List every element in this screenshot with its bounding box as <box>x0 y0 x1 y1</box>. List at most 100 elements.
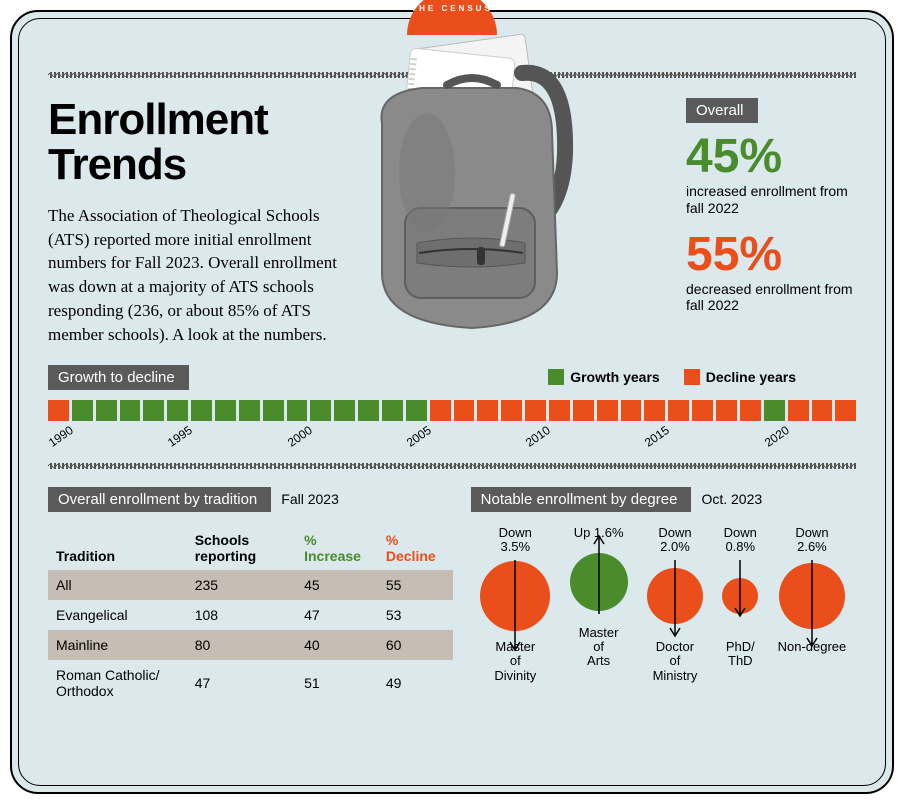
timeline-square <box>72 400 93 421</box>
bubble-item: Down0.8%PhD/ThD <box>722 526 758 669</box>
timeline-year-label: 2015 <box>642 426 667 450</box>
timeline-year-label: 2020 <box>761 426 786 450</box>
timeline-year-label <box>809 426 834 449</box>
table-column-header: Tradition <box>48 526 187 570</box>
divider-mid <box>48 463 856 469</box>
legend-growth: Growth years <box>548 369 659 385</box>
timeline-square <box>215 400 236 421</box>
table-column-header: Schools reporting <box>187 526 296 570</box>
timeline-square <box>287 400 308 421</box>
overall-increase-value: 45% <box>686 133 856 181</box>
bubble-wrap <box>480 558 550 634</box>
overall-decrease-value: 55% <box>686 231 856 279</box>
table-cell: 55 <box>378 570 453 600</box>
timeline-square <box>788 400 809 421</box>
bubble-wrap <box>722 558 758 634</box>
timeline-legend: Growth years Decline years <box>548 369 796 385</box>
timeline-square <box>549 400 570 421</box>
table-cell: 53 <box>378 600 453 630</box>
timeline-square <box>716 400 737 421</box>
timeline-header: Growth to decline <box>48 365 189 390</box>
tradition-table: TraditionSchools reporting% Increase% De… <box>48 526 453 706</box>
timeline-square <box>167 400 188 421</box>
timeline-square <box>668 400 689 421</box>
timeline-square <box>764 400 785 421</box>
table-cell: 49 <box>378 660 453 706</box>
timeline-square <box>430 400 451 421</box>
table-row: Mainline804060 <box>48 630 453 660</box>
timeline-square <box>48 400 69 421</box>
table-cell: Roman Catholic/ Orthodox <box>48 660 187 706</box>
timeline-year-label <box>356 426 381 449</box>
timeline-year-label <box>714 426 739 449</box>
timeline-year-label: 1990 <box>46 426 71 450</box>
timeline-year-label <box>475 426 500 449</box>
bubble-item: Down2.6%Non-degree <box>778 526 847 655</box>
bubble-value: Down3.5% <box>499 526 532 555</box>
timeline-square <box>382 400 403 421</box>
timeline-year-label <box>547 426 572 449</box>
timeline-squares <box>48 400 856 421</box>
timeline-square <box>621 400 642 421</box>
timeline-square <box>406 400 427 421</box>
timeline-square <box>644 400 665 421</box>
timeline-year-label <box>141 426 166 449</box>
timeline-square <box>740 400 761 421</box>
timeline-year-label: 2010 <box>523 426 548 450</box>
timeline-year-label <box>70 426 95 449</box>
timeline-year-label <box>666 426 691 449</box>
timeline-square <box>812 400 833 421</box>
census-badge-label: THE CENSUS <box>407 4 497 13</box>
overall-stats: Overall 45% increased enrollment from fa… <box>686 98 856 347</box>
timeline-square <box>239 400 260 421</box>
timeline-section: Growth to decline Growth years Decline y… <box>48 365 856 445</box>
timeline-square <box>597 400 618 421</box>
table-cell: 51 <box>296 660 378 706</box>
timeline-year-label <box>261 426 286 449</box>
timeline-year-label <box>237 426 262 449</box>
timeline-year-label: 1995 <box>165 426 190 450</box>
timeline-year-label <box>451 426 476 449</box>
timeline-square <box>835 400 856 421</box>
overall-decrease-caption: decreased enrollment from fall 2022 <box>686 281 856 315</box>
timeline-square <box>191 400 212 421</box>
table-cell: All <box>48 570 187 600</box>
timeline-square <box>334 400 355 421</box>
table-cell: 40 <box>296 630 378 660</box>
timeline-year-label <box>571 426 596 449</box>
table-column-header: % Decline <box>378 526 453 570</box>
timeline-square <box>525 400 546 421</box>
timeline-year-label <box>499 426 524 449</box>
bubble-value: Down2.6% <box>795 526 828 555</box>
table-cell: Evangelical <box>48 600 187 630</box>
backpack-image <box>367 98 666 347</box>
timeline-year-label: 2000 <box>284 426 309 450</box>
body-text: The Association of Theological Schools (… <box>48 204 347 347</box>
timeline-square <box>501 400 522 421</box>
table-cell: 47 <box>187 660 296 706</box>
bubble-wrap <box>570 544 628 620</box>
arrow-down-icon <box>509 558 521 656</box>
timeline-year-label <box>833 426 858 449</box>
bubble-label: DoctorofMinistry <box>653 640 698 683</box>
bubble-label: MasterofArts <box>579 626 619 669</box>
arrow-down-icon <box>669 558 681 642</box>
timeline-year-label <box>380 426 405 449</box>
table-date: Fall 2023 <box>281 491 339 507</box>
timeline-year-label <box>117 426 142 449</box>
tradition-table-panel: Overall enrollment by tradition Fall 202… <box>48 487 453 706</box>
table-cell: 80 <box>187 630 296 660</box>
arrow-down-icon <box>734 558 746 622</box>
timeline-square <box>573 400 594 421</box>
bubble-label: PhD/ThD <box>726 640 755 669</box>
table-column-header: % Increase <box>296 526 378 570</box>
table-cell: 47 <box>296 600 378 630</box>
bubble-value: Down2.0% <box>658 526 691 555</box>
table-cell: Mainline <box>48 630 187 660</box>
timeline-square <box>120 400 141 421</box>
table-row: Roman Catholic/ Orthodox475149 <box>48 660 453 706</box>
infographic-card: THE CENSUS Enrollment Trends The Associa… <box>10 10 894 794</box>
timeline-labels: 1990199520002005201020152020 <box>48 425 856 445</box>
legend-growth-label: Growth years <box>570 369 659 385</box>
timeline-year-label <box>332 426 357 449</box>
